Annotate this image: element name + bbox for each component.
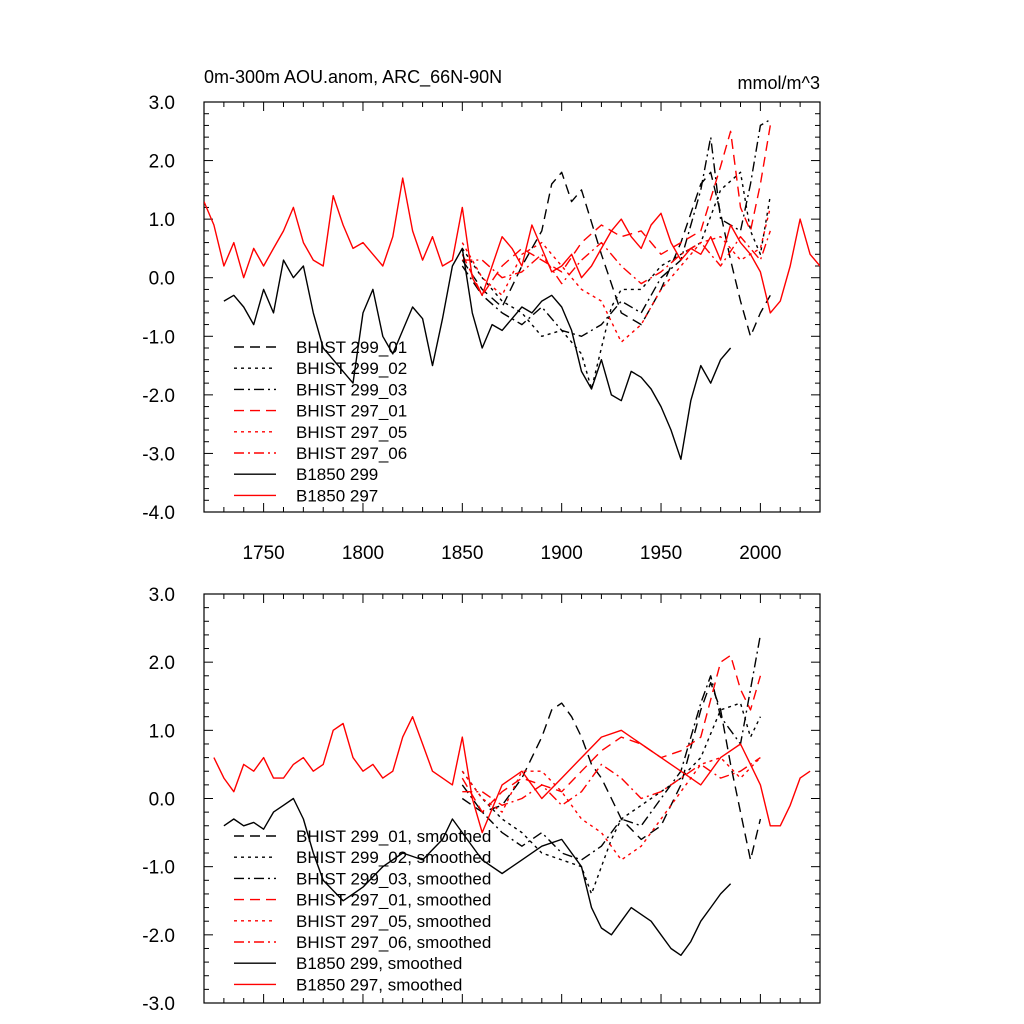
bottom-ytick-label: 2.0: [149, 653, 175, 674]
top-panel: 0m-300m AOU.anom, ARC_66N-90N mmol/m^3 3…: [142, 67, 821, 564]
top-legend-label: B1850 299: [296, 465, 378, 484]
bottom-ytick-label: -3.0: [142, 994, 175, 1015]
top-xtick-label: 2000: [739, 543, 781, 564]
top-ytick-label: 1.0: [149, 210, 175, 231]
top-ytick-label: 2.0: [149, 152, 175, 173]
bottom-series-line-1: [461, 702, 762, 895]
units-label: mmol/m^3: [738, 73, 820, 93]
bottom-plot-area: 3.0 2.0 1.0 0.0 -1.0 -2.0 -3.0 BHIST 299_01, sm…: [142, 585, 821, 1015]
chart-title: 0m-300m AOU.anom, ARC_66N-90N: [204, 67, 502, 88]
top-ytick-label: 3.0: [149, 93, 175, 114]
top-legend-label: B1850 297: [296, 486, 378, 505]
top-xtick-label: 1900: [541, 543, 583, 564]
bottom-series-line-6: [223, 797, 732, 956]
top-series-line-0: [461, 171, 771, 337]
bottom-ytick-label: -2.0: [142, 926, 175, 947]
bottom-ytick-label: 1.0: [149, 721, 175, 742]
top-legend-label: BHIST 299_03: [296, 380, 407, 399]
top-ytick-label: -3.0: [142, 444, 175, 465]
bottom-ytick-label: 3.0: [149, 585, 175, 606]
top-series-line-6: [223, 247, 732, 460]
top-plot-area: 3.0 2.0 1.0 0.0 -1.0 -2.0 -3.0 -4.0 1750 1800 1850…: [142, 93, 821, 564]
bottom-legend-label: BHIST 297_06, smoothed: [296, 933, 491, 952]
top-ytick-label: -2.0: [142, 386, 175, 407]
top-legend-label: BHIST 299_02: [296, 359, 407, 378]
top-legend-label: BHIST 297_06: [296, 444, 407, 463]
top-xtick-label: 1800: [342, 543, 384, 564]
bottom-legend-label: BHIST 299_03, smoothed: [296, 869, 491, 888]
top-legend-label: BHIST 297_05: [296, 423, 407, 442]
bottom-ytick-label: 0.0: [149, 790, 175, 811]
bottom-legend-label: B1850 299, smoothed: [296, 954, 462, 973]
top-xtick-label: 1950: [640, 543, 682, 564]
bottom-series-line-2: [461, 634, 762, 861]
top-ytick-label: -1.0: [142, 327, 175, 348]
bottom-legend-label: BHIST 297_05, smoothed: [296, 912, 491, 931]
bottom-series-line-7: [213, 716, 811, 834]
top-plot-frame: [203, 101, 821, 513]
top-xtick-label: 1750: [242, 543, 284, 564]
bottom-series-line-3: [461, 654, 762, 813]
bottom-legend-label: BHIST 299_02, smoothed: [296, 848, 491, 867]
top-series-line-2: [461, 118, 771, 337]
top-series-line-1: [461, 171, 771, 390]
bottom-series-line-4: [461, 756, 761, 861]
top-legend-label: BHIST 297_01: [296, 402, 407, 421]
bottom-legend-label: B1850 297, smoothed: [296, 975, 462, 994]
bottom-panel: 3.0 2.0 1.0 0.0 -1.0 -2.0 -3.0 BHIST 299_01, sm…: [142, 585, 821, 1015]
top-ytick-label: 0.0: [149, 269, 175, 290]
bottom-ytick-label: -1.0: [142, 858, 175, 879]
top-ytick-label: -4.0: [142, 503, 175, 524]
bottom-series-line-0: [461, 681, 762, 861]
bottom-legend-label: BHIST 297_01, smoothed: [296, 891, 491, 910]
top-series-line-7: [204, 177, 820, 314]
bottom-legend-label: BHIST 299_01, smoothed: [296, 827, 491, 846]
top-series-line-3: [461, 125, 771, 296]
top-xtick-label: 1850: [441, 543, 483, 564]
top-legend-label: BHIST 299_01: [296, 338, 407, 357]
top-series-line-5: [462, 230, 771, 285]
